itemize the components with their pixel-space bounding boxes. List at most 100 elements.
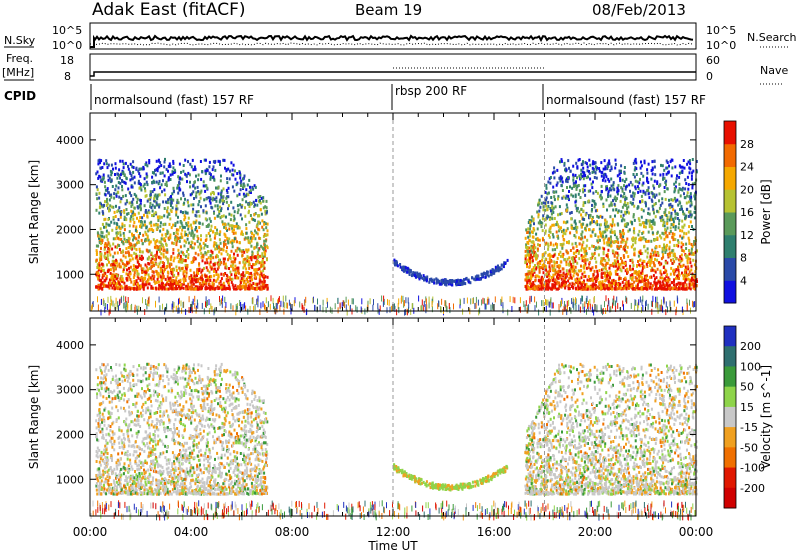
data-cell: [100, 252, 103, 256]
data-cell: [130, 204, 133, 208]
data-cell: [159, 286, 162, 290]
data-cell: [660, 284, 663, 288]
data-cell: [118, 168, 121, 172]
data-cell: [418, 277, 421, 281]
data-cell: [230, 161, 233, 165]
data-cell: [575, 207, 578, 210]
data-cell: [679, 260, 682, 264]
data-cell: [647, 219, 650, 223]
data-cell: [691, 282, 694, 286]
data-cell: [163, 248, 166, 252]
data-cell: [537, 284, 540, 288]
data-cell: [152, 277, 155, 281]
data-cell: [146, 280, 149, 284]
data-cell: [669, 272, 672, 276]
data-cell: [218, 238, 221, 242]
data-cell: [239, 285, 242, 289]
data-cell: [167, 261, 170, 265]
data-cell: [637, 260, 639, 263]
data-cell: [677, 190, 680, 194]
data-cell: [626, 270, 629, 274]
data-cell: [240, 277, 243, 280]
data-cell: [582, 190, 585, 194]
data-cell: [582, 275, 585, 279]
data-cell: [676, 198, 679, 202]
data-cell: [113, 196, 116, 200]
data-cell: [200, 234, 202, 238]
data-cell: [581, 272, 584, 276]
data-cell: [123, 234, 126, 238]
data-cell: [546, 192, 549, 196]
data-cell: [160, 237, 163, 241]
data-cell: [254, 237, 257, 241]
data-cell: [445, 283, 448, 287]
data-cell: [530, 219, 533, 223]
data-cell: [553, 217, 556, 220]
data-cell: [226, 177, 229, 181]
data-cell: [685, 247, 688, 250]
data-cell: [155, 281, 158, 284]
data-cell: [570, 217, 573, 221]
data-cell: [574, 225, 577, 229]
data-cell: [414, 271, 417, 275]
data-cell: [563, 161, 566, 165]
nsearch-label: N.Search: [747, 31, 797, 44]
data-cell: [638, 274, 640, 278]
data-cell: [686, 261, 689, 265]
data-cell: [663, 176, 666, 180]
data-cell: [196, 287, 199, 291]
data-cell: [603, 241, 606, 245]
data-cell: [138, 172, 141, 176]
data-cell: [497, 264, 499, 268]
data-cell: [131, 268, 134, 272]
data-cell: [687, 160, 690, 164]
data-cell: [185, 174, 188, 178]
data-cell: [687, 230, 690, 234]
data-cell: [544, 251, 547, 255]
data-cell: [137, 287, 140, 291]
data-cell: [111, 185, 114, 188]
data-cell: [128, 230, 131, 234]
data-cell: [139, 278, 142, 282]
data-cell: [690, 276, 693, 280]
data-cell: [100, 267, 103, 271]
data-cell: [646, 171, 649, 175]
data-cell: [657, 254, 660, 257]
data-cell: [234, 271, 237, 275]
data-cell: [637, 270, 640, 274]
data-cell: [177, 175, 180, 179]
data-cell: [637, 217, 640, 221]
data-cell: [151, 270, 154, 274]
data-cell: [131, 177, 134, 181]
data-cell: [589, 163, 592, 167]
data-cell: [252, 263, 254, 267]
data-cell: [240, 273, 243, 277]
data-cell: [181, 228, 184, 232]
data-cell: [562, 220, 565, 224]
data-cell: [97, 266, 100, 270]
data-cell: [185, 233, 188, 236]
data-cell: [133, 181, 136, 185]
data-cell: [621, 217, 624, 221]
data-cell: [616, 283, 619, 287]
data-cell: [576, 261, 579, 265]
data-cell: [136, 269, 139, 273]
data-cell: [604, 259, 607, 262]
data-cell: [161, 190, 163, 194]
data-cell: [597, 215, 600, 219]
data-cell: [196, 270, 199, 274]
data-cell: [476, 277, 478, 281]
data-cell: [561, 180, 564, 184]
data-cell: [619, 262, 622, 266]
data-cell: [212, 256, 215, 260]
data-cell: [101, 268, 104, 272]
data-cell: [216, 204, 219, 208]
data-cell: [658, 192, 661, 196]
data-cell: [644, 202, 647, 206]
data-cell: [548, 280, 551, 284]
data-cell: [689, 204, 692, 208]
data-cell: [219, 216, 222, 220]
data-cell: [653, 179, 656, 183]
data-cell: [644, 225, 647, 229]
data-cell: [594, 165, 597, 169]
